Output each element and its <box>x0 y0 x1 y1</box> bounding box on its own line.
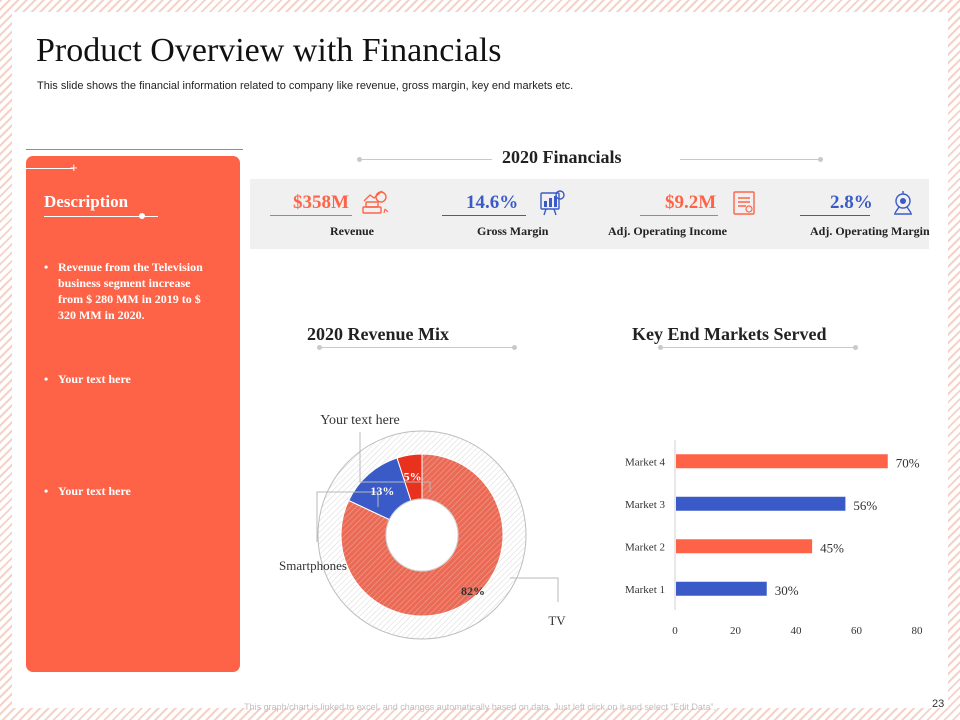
top-divider <box>26 149 243 150</box>
chart-board-icon <box>538 189 566 222</box>
bar-label-market-4: 70% <box>896 455 920 470</box>
description-bullet-3: Your text here <box>44 483 216 499</box>
kpi-gross-margin-label: Gross Margin <box>477 224 548 239</box>
callout-label-tv: TV <box>548 613 566 628</box>
donut-label-tv: 82% <box>461 584 485 598</box>
callout-label-your-text: Your text here <box>320 413 399 428</box>
bar-market-1 <box>676 582 767 596</box>
callout-line-tv <box>510 578 558 602</box>
revenue-mix-rule <box>320 347 514 348</box>
footer-note: This graph/chart is linked to excel, and… <box>12 702 948 712</box>
bar-market-3 <box>676 497 845 511</box>
y-tick-market-3: Market 3 <box>625 499 666 511</box>
kpi-operating-income-value: $9.2M <box>665 192 716 214</box>
y-tick-market-2: Market 2 <box>625 541 665 553</box>
kpi-operating-margin-underline <box>800 215 870 216</box>
x-tick-80: 80 <box>912 625 923 637</box>
description-bullet-1: Revenue from the Television business seg… <box>44 259 216 323</box>
y-tick-market-1: Market 1 <box>625 584 665 596</box>
kpi-gross-margin-underline <box>442 215 526 216</box>
money-growth-icon <box>360 189 390 222</box>
description-bullet-2: Your text here <box>44 371 216 387</box>
description-underline-dot <box>139 213 145 219</box>
slide: Product Overview with Financials This sl… <box>12 12 948 708</box>
page-subtitle: This slide shows the financial informati… <box>37 80 573 92</box>
financials-strip: $358M Revenue 14.6% <box>250 179 929 249</box>
bar-label-market-2: 45% <box>820 540 844 555</box>
kpi-operating-margin: 2.8% Adj. Operating Margin <box>770 179 929 249</box>
financials-rule-right <box>680 159 820 160</box>
invoice-icon <box>731 189 757 222</box>
donut-label-smartphones: 13% <box>370 484 394 498</box>
x-tick-20: 20 <box>730 625 742 637</box>
donut-label-your-text-here: 5% <box>404 470 422 484</box>
kpi-revenue-underline <box>270 215 352 216</box>
description-panel: + Description Revenue from the Televisio… <box>26 156 240 672</box>
kpi-operating-income-underline <box>640 215 718 216</box>
x-tick-0: 0 <box>672 625 678 637</box>
kpi-gross-margin: 14.6% Gross Margin <box>420 179 590 249</box>
kpi-operating-income-label: Adj. Operating Income <box>608 224 727 239</box>
bar-market-2 <box>676 539 812 553</box>
financials-rule-dot-right <box>818 157 823 162</box>
page-number: 23 <box>932 698 944 710</box>
kpi-revenue-value: $358M <box>293 192 349 214</box>
kpi-operating-margin-label: Adj. Operating Margin <box>810 224 930 239</box>
kpi-operating-margin-value: 2.8% <box>830 192 873 214</box>
kpi-gross-margin-value: 14.6% <box>466 192 518 214</box>
y-tick-market-4: Market 4 <box>625 456 666 468</box>
kpi-revenue-label: Revenue <box>330 224 374 239</box>
donut-hole <box>386 499 458 571</box>
kpi-revenue: $358M Revenue <box>250 179 420 249</box>
revenue-mix-rule-dot-right <box>512 345 517 350</box>
callout-label-smartphones: Smartphones <box>279 558 347 573</box>
bar-market-4 <box>676 454 888 468</box>
key-markets-chart: Market 1 30% Market 2 45% Market 3 56% Market … <box>592 432 922 652</box>
panel-decor-plus: + <box>70 160 78 175</box>
description-heading: Description <box>44 192 128 212</box>
x-tick-40: 40 <box>791 625 803 637</box>
kpi-operating-income: $9.2M Adj. Operating Income <box>590 179 770 249</box>
revenue-mix-title: 2020 Revenue Mix <box>307 324 527 345</box>
dollar-robot-icon <box>889 189 917 222</box>
key-markets-rule <box>661 347 855 348</box>
bar-label-market-1: 30% <box>775 583 799 598</box>
bar-label-market-3: 56% <box>853 498 877 513</box>
key-markets-rule-dot-right <box>853 345 858 350</box>
financials-title: 2020 Financials <box>502 147 682 168</box>
panel-decor-line <box>26 168 74 169</box>
financials-rule-left <box>360 159 492 160</box>
page-title: Product Overview with Financials <box>36 32 502 70</box>
x-tick-60: 60 <box>851 625 863 637</box>
key-markets-title: Key End Markets Served <box>632 324 892 345</box>
revenue-mix-chart: Your text here Smartphones TV 5% 13% 82% <box>250 392 580 652</box>
